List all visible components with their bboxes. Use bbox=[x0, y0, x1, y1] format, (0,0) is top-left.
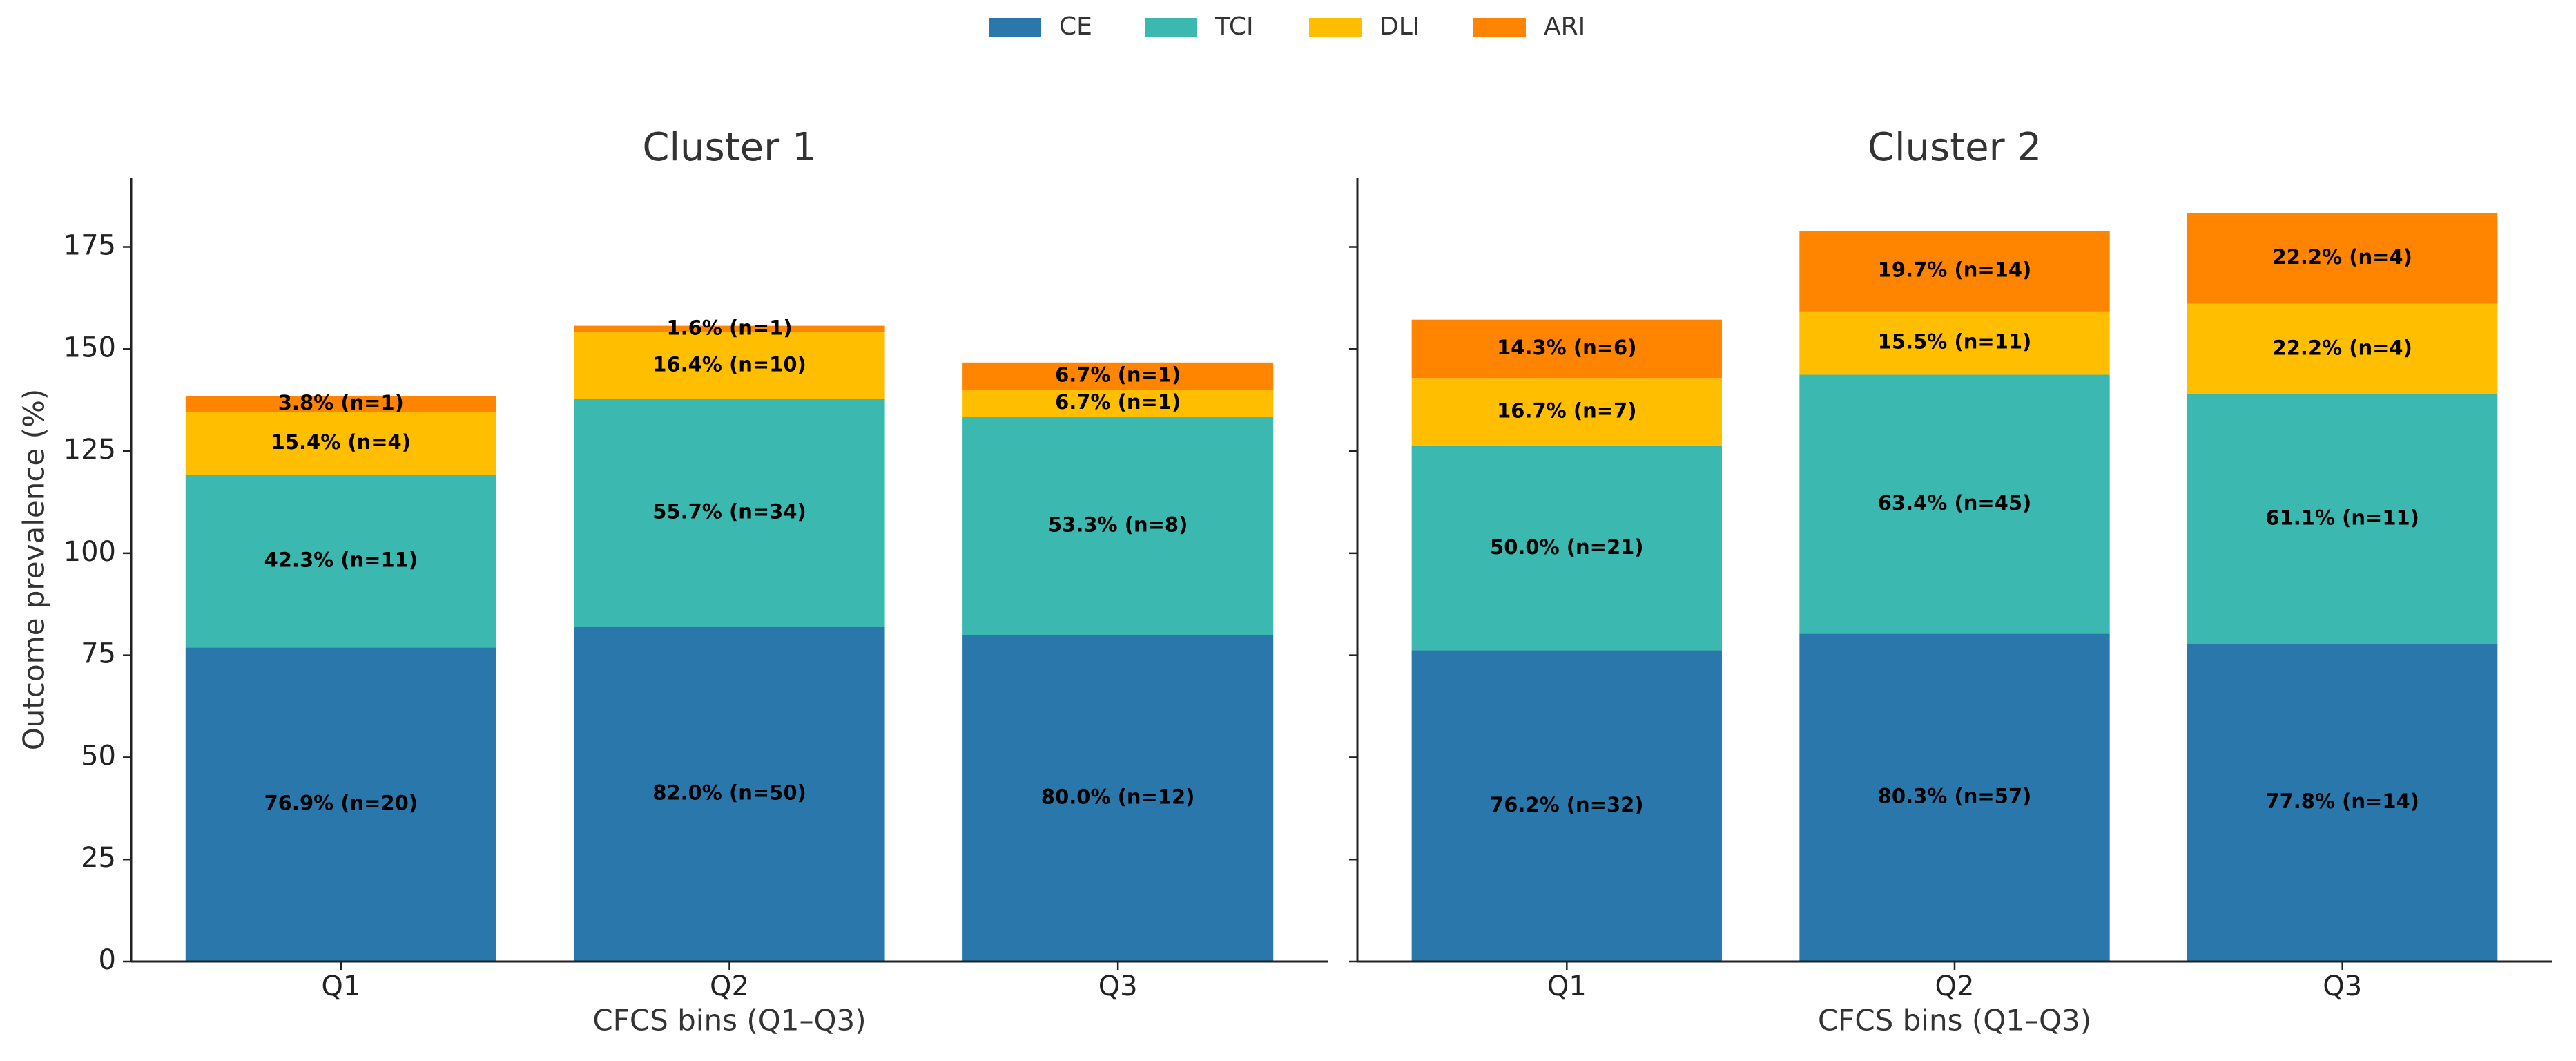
bar-segment bbox=[574, 627, 885, 962]
bar-segment bbox=[1799, 374, 2110, 634]
value-label: 80.3% (n=57) bbox=[1878, 785, 2032, 808]
x-tick-label: Q1 bbox=[1547, 971, 1587, 1002]
x-tick-label: Q2 bbox=[1935, 971, 1975, 1002]
value-label: 6.7% (n=1) bbox=[1055, 363, 1181, 387]
bar-segment bbox=[962, 390, 1274, 418]
y-tick-label: 50 bbox=[81, 740, 116, 772]
value-label: 76.9% (n=20) bbox=[264, 792, 418, 815]
bar-segment bbox=[2187, 394, 2498, 644]
value-label: 61.1% (n=11) bbox=[2265, 506, 2419, 529]
bar-segment bbox=[185, 475, 496, 648]
value-label: 55.7% (n=34) bbox=[652, 500, 806, 524]
bar-segment bbox=[185, 396, 496, 412]
y-tick-label: 0 bbox=[99, 944, 116, 976]
bar-segment bbox=[1411, 446, 1722, 651]
bar-segment bbox=[962, 417, 1274, 635]
bar-segment bbox=[185, 647, 496, 962]
bar-segment bbox=[1411, 378, 1722, 446]
y-tick-label: 125 bbox=[64, 434, 116, 466]
x-axis-label: CFCS bins (Q1–Q3) bbox=[592, 1004, 866, 1038]
legend-label: ARI bbox=[1544, 12, 1585, 41]
legend-label: DLI bbox=[1379, 12, 1420, 41]
legend-swatch bbox=[1309, 18, 1362, 37]
value-label: 22.2% (n=4) bbox=[2273, 336, 2412, 359]
x-tick-label: Q3 bbox=[2323, 971, 2362, 1002]
value-label: 77.8% (n=14) bbox=[2265, 790, 2419, 813]
legend-swatch bbox=[989, 18, 1041, 37]
value-label: 22.2% (n=4) bbox=[2273, 245, 2412, 269]
bar-segment bbox=[1411, 319, 1722, 379]
value-label: 82.0% (n=50) bbox=[652, 781, 806, 805]
value-label: 1.6% (n=1) bbox=[666, 316, 792, 339]
bar-segment bbox=[1799, 311, 2110, 375]
value-label: 19.7% (n=14) bbox=[1878, 258, 2032, 282]
legend-label: TCI bbox=[1214, 12, 1254, 41]
value-label: 80.0% (n=12) bbox=[1041, 785, 1195, 809]
bar-segment bbox=[1799, 231, 2110, 312]
x-tick-label: Q3 bbox=[1098, 971, 1138, 1002]
bar-segment bbox=[2187, 644, 2498, 962]
legend-swatch bbox=[1145, 18, 1197, 37]
bar-segment bbox=[2187, 303, 2498, 394]
chart-title: Cluster 1 bbox=[642, 125, 816, 170]
value-label: 42.3% (n=11) bbox=[264, 548, 418, 571]
y-tick-label: 100 bbox=[64, 536, 116, 568]
value-label: 14.3% (n=6) bbox=[1497, 336, 1636, 359]
bar-segment bbox=[1799, 633, 2110, 962]
value-label: 16.4% (n=10) bbox=[652, 353, 806, 376]
bar-segment bbox=[962, 362, 1274, 390]
y-tick-label: 175 bbox=[64, 229, 116, 261]
bar-segment bbox=[1411, 650, 1722, 962]
value-label: 6.7% (n=1) bbox=[1055, 390, 1181, 414]
x-tick-label: Q2 bbox=[710, 971, 749, 1002]
y-axis-label: Outcome prevalence (%) bbox=[17, 389, 51, 751]
bar-segment bbox=[962, 635, 1274, 962]
value-label: 76.2% (n=32) bbox=[1490, 793, 1644, 816]
value-label: 50.0% (n=21) bbox=[1490, 535, 1644, 559]
value-label: 3.8% (n=1) bbox=[278, 391, 404, 414]
x-tick-label: Q1 bbox=[321, 971, 360, 1002]
value-label: 63.4% (n=45) bbox=[1878, 491, 2032, 515]
value-label: 16.7% (n=7) bbox=[1497, 399, 1636, 423]
bar-segment bbox=[185, 412, 496, 475]
y-tick-label: 75 bbox=[81, 638, 116, 670]
value-label: 15.4% (n=4) bbox=[271, 430, 411, 454]
chart-title: Cluster 2 bbox=[1868, 125, 2042, 170]
bar-segment bbox=[2187, 213, 2498, 304]
x-axis-label: CFCS bins (Q1–Q3) bbox=[1818, 1004, 2091, 1038]
legend-label: CE bbox=[1059, 12, 1092, 41]
value-label: 53.3% (n=8) bbox=[1048, 513, 1188, 537]
value-label: 15.5% (n=11) bbox=[1878, 330, 2032, 354]
legend-swatch bbox=[1473, 18, 1526, 37]
bar-segment bbox=[574, 325, 885, 333]
bar-segment bbox=[574, 332, 885, 399]
bar-segment bbox=[574, 399, 885, 627]
y-tick-label: 150 bbox=[64, 332, 116, 363]
y-tick-label: 25 bbox=[81, 842, 116, 874]
